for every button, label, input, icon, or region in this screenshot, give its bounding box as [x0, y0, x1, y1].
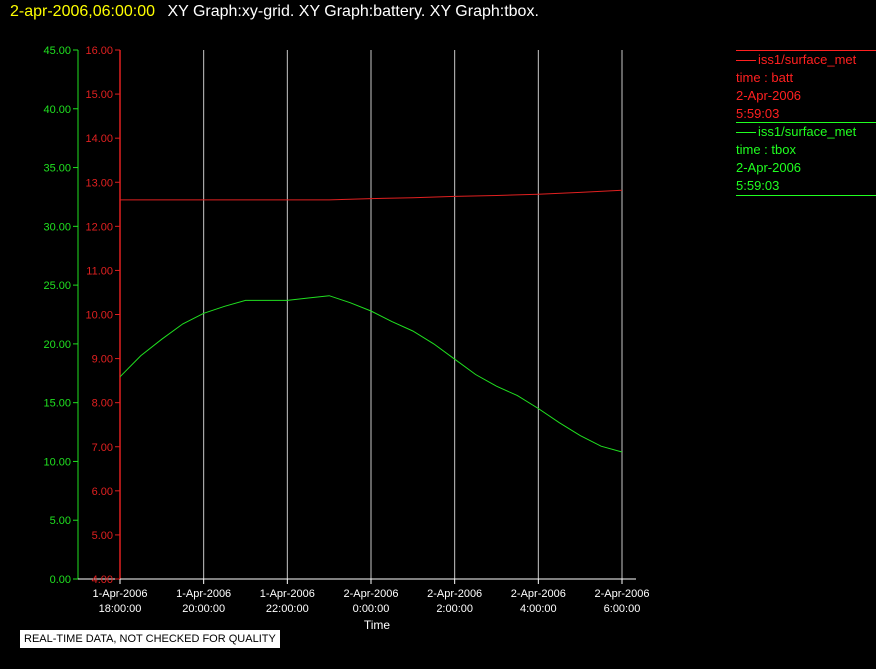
header-timestamp: 2-apr-2006,06:00:00	[10, 3, 155, 20]
y-outer-tick-label-1: 5.00	[50, 515, 71, 527]
y-inner-tick-label-11: 15.00	[85, 89, 113, 101]
legend-batt-line-4: 5:59:03	[736, 106, 780, 121]
x-tick-label-time-3: 0:00:00	[353, 603, 390, 615]
legend-batt-line-1: iss1/surface_met	[736, 51, 876, 69]
x-tick-label-time-1: 20:00:00	[182, 603, 225, 615]
header-graph-list: XY Graph:xy-grid. XY Graph:battery. XY G…	[167, 3, 539, 20]
y-inner-tick-label-8: 12.00	[85, 221, 113, 233]
x-tick-label-date-1: 1-Apr-2006	[176, 588, 231, 600]
legend-batt-line-3: 2-Apr-2006	[736, 88, 802, 103]
header-title: 2-apr-2006,06:00:00 XY Graph:xy-grid. XY…	[10, 3, 539, 21]
legend-batt: iss1/surface_met time : batt 2-Apr-2006 …	[736, 50, 876, 123]
y-inner-tick-label-7: 11.00	[86, 265, 113, 277]
y-outer-tick-label-2: 10.00	[43, 456, 71, 468]
quality-notice: REAL-TIME DATA, NOT CHECKED FOR QUALITY	[20, 630, 280, 648]
legend-tbox-line-4: 5:59:03	[736, 178, 780, 193]
y-outer-tick-label-5: 25.00	[43, 280, 71, 292]
x-tick-label-time-0: 18:00:00	[99, 603, 142, 615]
y-outer-tick-label-3: 15.00	[43, 398, 71, 410]
x-tick-label-date-5: 2-Apr-2006	[511, 588, 566, 600]
x-axis-label: Time	[364, 618, 391, 632]
x-tick-label-date-4: 2-Apr-2006	[427, 588, 482, 600]
y-outer-tick-label-9: 45.00	[43, 45, 71, 57]
x-tick-label-date-6: 2-Apr-2006	[594, 588, 649, 600]
y-inner-tick-label-12: 16.00	[85, 45, 113, 57]
legend-tbox-source: iss1/surface_met	[758, 124, 857, 139]
y-inner-tick-label-9: 13.00	[85, 177, 113, 189]
y-outer-tick-label-0: 0.00	[50, 574, 71, 586]
y-inner-tick-label-4: 8.00	[92, 398, 113, 410]
legend-batt-swatch	[736, 60, 756, 62]
y-inner-tick-label-6: 10.00	[85, 310, 113, 322]
y-outer-tick-label-4: 20.00	[43, 339, 71, 351]
x-tick-label-date-2: 1-Apr-2006	[260, 588, 315, 600]
y-outer-tick-label-6: 30.00	[43, 221, 71, 233]
y-outer-tick-label-8: 40.00	[43, 104, 71, 116]
y-inner-tick-label-10: 14.00	[85, 133, 113, 145]
legend-tbox: iss1/surface_met time : tbox 2-Apr-2006 …	[736, 122, 876, 196]
legend-tbox-rule-bottom	[736, 195, 876, 196]
legend-tbox-line-1: iss1/surface_met	[736, 123, 876, 141]
x-tick-label-time-2: 22:00:00	[266, 603, 309, 615]
legend-batt-rule	[736, 50, 876, 51]
y-outer-tick-label-7: 35.00	[43, 163, 71, 175]
legend-tbox-rule	[736, 122, 876, 123]
y-inner-tick-label-1: 5.00	[92, 530, 113, 542]
series-line-tbox	[119, 295, 623, 453]
legend-batt-source: iss1/surface_met	[758, 52, 857, 67]
y-inner-tick-label-3: 7.00	[92, 442, 113, 454]
y-inner-tick-label-0: 4.00	[92, 574, 113, 586]
x-tick-label-time-4: 2:00:00	[436, 603, 473, 615]
legend-tbox-line-2: time : tbox	[736, 142, 796, 157]
y-inner-tick-label-5: 9.00	[92, 354, 113, 366]
x-tick-label-time-6: 6:00:00	[604, 603, 641, 615]
legend-batt-line-2: time : batt	[736, 70, 794, 85]
legend-tbox-line-3: 2-Apr-2006	[736, 160, 802, 175]
x-tick-label-time-5: 4:00:00	[520, 603, 557, 615]
x-tick-label-date-3: 2-Apr-2006	[343, 588, 398, 600]
series-line-batt	[120, 189, 623, 201]
x-tick-label-date-0: 1-Apr-2006	[92, 588, 147, 600]
legend-tbox-swatch	[736, 132, 756, 134]
y-inner-tick-label-2: 6.00	[92, 486, 113, 498]
